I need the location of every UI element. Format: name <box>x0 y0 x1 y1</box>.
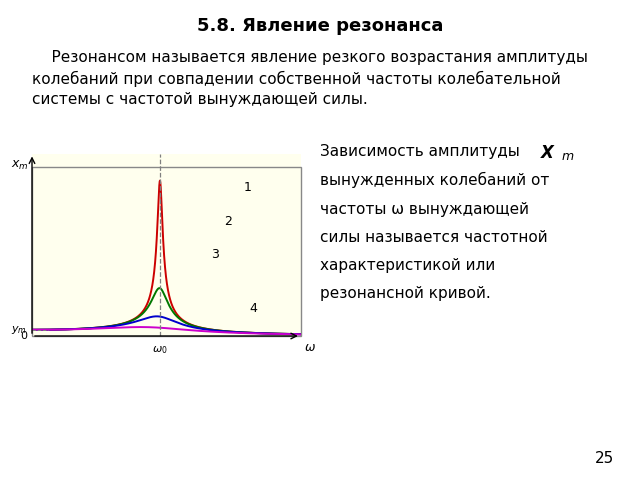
Text: частоты ω вынуждающей: частоты ω вынуждающей <box>320 203 529 217</box>
Text: X: X <box>541 144 554 162</box>
Text: $x_m$: $x_m$ <box>11 159 29 172</box>
Text: резонансной кривой.: резонансной кривой. <box>320 286 491 301</box>
Text: $\omega_0$: $\omega_0$ <box>152 345 168 356</box>
Text: m: m <box>562 150 574 163</box>
Text: вынужденных колебаний от: вынужденных колебаний от <box>320 172 549 188</box>
Text: Зависимость амплитуды: Зависимость амплитуды <box>320 144 525 159</box>
Text: 0: 0 <box>20 331 27 341</box>
Text: 5.8. Явление резонанса: 5.8. Явление резонанса <box>197 17 443 35</box>
Text: $\omega$: $\omega$ <box>304 341 316 354</box>
Text: 4: 4 <box>250 302 257 315</box>
Text: 3: 3 <box>211 249 219 262</box>
Text: характеристикой или: характеристикой или <box>320 258 495 273</box>
Text: Резонансом называется явление резкого возрастания амплитуды
колебаний при совпад: Резонансом называется явление резкого во… <box>32 50 588 107</box>
Text: 2: 2 <box>224 215 232 228</box>
Text: 25: 25 <box>595 451 614 466</box>
Text: 1: 1 <box>243 181 251 194</box>
Text: силы называется частотной: силы называется частотной <box>320 230 548 245</box>
Text: $y_m$: $y_m$ <box>11 324 27 336</box>
